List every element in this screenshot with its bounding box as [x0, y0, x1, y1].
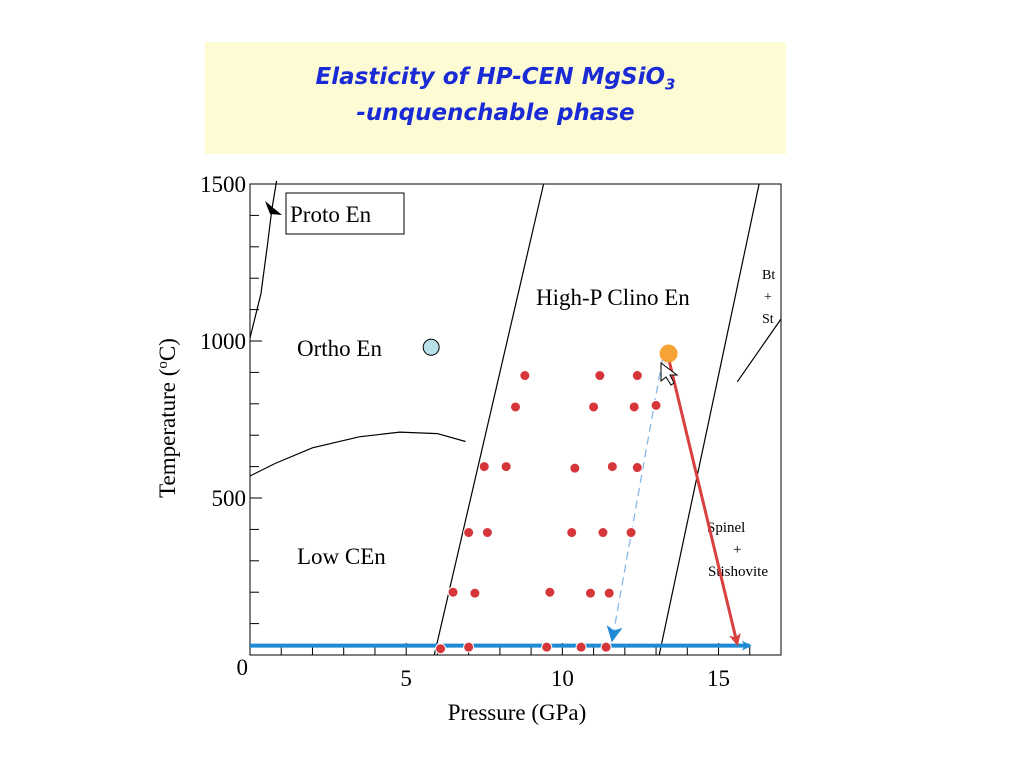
y-axis-label-sup: o: [155, 361, 171, 369]
bt-label: Bt: [762, 268, 775, 283]
ortho-en-marker: [422, 338, 440, 356]
x-tick-label: 5: [400, 666, 412, 691]
data-point: [606, 461, 618, 473]
y-tick-label: 500: [212, 486, 247, 511]
boundary-ortho-low: [249, 431, 466, 477]
data-point: [631, 370, 643, 382]
proto-en-box: [285, 192, 405, 235]
phase-boundaries: [249, 180, 782, 656]
spinel-label: Spinel: [707, 520, 745, 536]
data-point: [544, 586, 556, 598]
data-point: [625, 527, 637, 539]
data-points: [435, 370, 662, 655]
spinel-plus-label: +: [733, 542, 741, 558]
clino-en-label: High-P Clino En: [536, 285, 690, 310]
data-point: [631, 462, 643, 474]
data-point: [541, 641, 553, 653]
data-point: [569, 462, 581, 474]
highlight-point: [659, 344, 678, 363]
axis-ticks: [249, 183, 782, 656]
data-point: [463, 527, 475, 539]
data-point: [650, 399, 662, 411]
data-point: [500, 461, 512, 473]
y-axis-label-end: C): [155, 338, 180, 361]
title-subscript: 3: [665, 75, 676, 94]
data-point: [478, 461, 490, 473]
y-axis-label-main: Temperature (: [155, 369, 180, 498]
data-point: [588, 401, 600, 413]
data-point: [600, 641, 612, 653]
ortho-en-label: Ortho En: [297, 336, 382, 361]
cursor-icon: [660, 362, 679, 386]
title-line1: Elasticity of HP-CEN MgSiO3: [205, 64, 786, 94]
st-label: St: [762, 312, 774, 327]
y-tick-label: 0: [237, 655, 249, 680]
data-point: [481, 527, 493, 539]
x-tick-label: 10: [551, 666, 574, 691]
x-tick-label: 15: [707, 666, 730, 691]
boundary-clino-spinel: [658, 183, 760, 656]
y-axis-label: Temperature (oC): [155, 338, 180, 498]
data-point: [597, 527, 609, 539]
tick-labels: 0 500 1000 1500 5 10 15: [200, 172, 730, 691]
data-point: [463, 641, 475, 653]
arrow-blue-dashed: [606, 359, 663, 643]
data-point: [519, 370, 531, 382]
y-tick-label: 1500: [200, 172, 246, 197]
data-point: [575, 641, 587, 653]
proto-en-label: Proto En: [290, 202, 372, 227]
x-axis-label: Pressure (GPa): [448, 700, 587, 725]
data-point: [435, 643, 447, 655]
boundary-st-spinel: [736, 318, 782, 383]
data-point: [584, 587, 596, 599]
data-point: [594, 370, 606, 382]
stishovite-label: Stishovite: [708, 564, 768, 580]
plot-frame: [249, 183, 782, 656]
bt-plus-label: +: [764, 290, 772, 305]
title-box: Elasticity of HP-CEN MgSiO3 -unquenchabl…: [205, 42, 786, 154]
title-line2: -unquenchable phase: [356, 100, 635, 126]
data-point: [447, 586, 459, 598]
data-point: [469, 587, 481, 599]
data-point: [603, 587, 615, 599]
title-line1-text: Elasticity of HP-CEN MgSiO: [315, 64, 666, 90]
y-tick-label: 1000: [200, 329, 246, 354]
low-cen-label: Low CEn: [297, 544, 386, 569]
arrow-red-diagonal: [667, 357, 741, 646]
proto-en-arrow: [265, 201, 282, 215]
data-point: [566, 527, 578, 539]
arrows: [250, 357, 752, 651]
data-point: [510, 401, 521, 413]
data-point: [628, 401, 640, 413]
boundary-proto-ortho: [249, 180, 278, 339]
boundary-low-clino: [433, 183, 545, 656]
